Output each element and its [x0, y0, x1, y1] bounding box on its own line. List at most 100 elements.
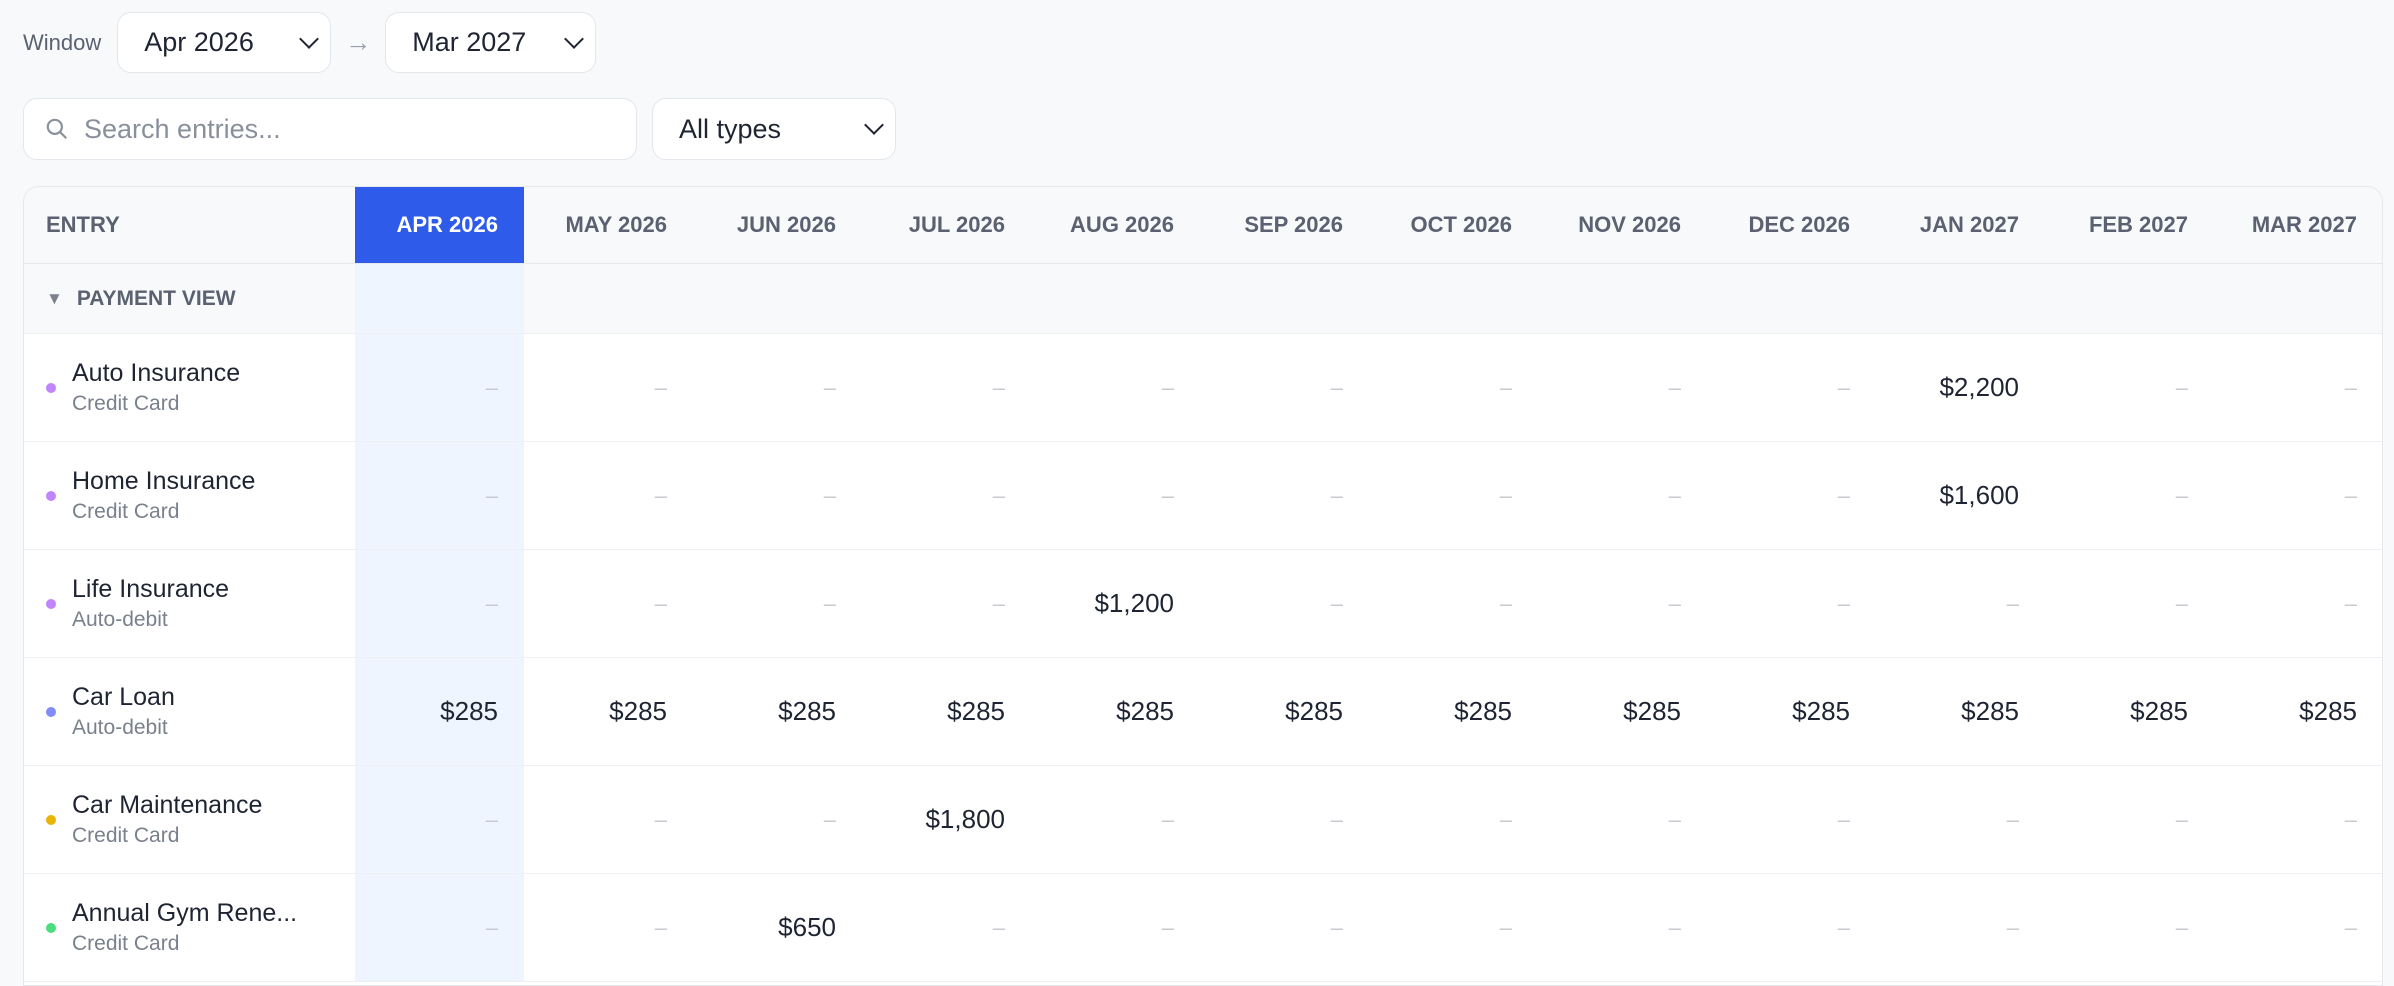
amount-cell[interactable]: – — [524, 550, 693, 657]
empty-value: – — [823, 374, 836, 400]
amount-cell[interactable]: – — [1707, 874, 1876, 981]
month-header[interactable]: MAR 2027 — [2251, 212, 2357, 237]
search-box[interactable] — [23, 98, 637, 160]
amount-value: $285 — [2130, 696, 2188, 726]
month-header[interactable]: DEC 2026 — [1748, 212, 1850, 237]
amount-cell[interactable]: – — [1200, 442, 1369, 549]
search-input[interactable] — [84, 113, 604, 145]
amount-cell[interactable]: $285 — [2045, 658, 2214, 765]
amount-cell[interactable]: – — [355, 334, 524, 441]
month-header[interactable]: OCT 2026 — [1410, 212, 1513, 237]
amount-cell[interactable]: – — [1031, 442, 1200, 549]
table-row[interactable]: Car Loan Auto-debit $285 $285 $285 $285 $285 $2… — [24, 658, 2382, 766]
amount-cell[interactable]: – — [1538, 334, 1707, 441]
amount-cell[interactable]: – — [1369, 442, 1538, 549]
type-filter-select[interactable]: All types — [652, 98, 896, 160]
amount-cell[interactable]: – — [862, 334, 1031, 441]
amount-cell[interactable]: – — [1707, 442, 1876, 549]
start-month-select[interactable]: Apr 2026 — [117, 12, 332, 73]
amount-cell[interactable]: – — [2214, 766, 2382, 873]
table-row[interactable]: Life Insurance Auto-debit – – – – $1,200 – – – – – –… — [24, 550, 2382, 658]
amount-cell[interactable]: $285 — [2214, 658, 2382, 765]
amount-cell[interactable]: – — [2214, 550, 2382, 657]
amount-cell[interactable]: – — [2045, 874, 2214, 981]
amount-cell[interactable]: – — [1200, 874, 1369, 981]
amount-cell[interactable]: – — [693, 766, 862, 873]
amount-cell[interactable]: $285 — [524, 658, 693, 765]
amount-cell[interactable]: $285 — [1200, 658, 1369, 765]
end-month-select[interactable]: Mar 2027 — [385, 12, 597, 73]
amount-cell[interactable]: – — [1200, 550, 1369, 657]
amount-cell[interactable]: – — [2045, 550, 2214, 657]
table-row[interactable]: Home Insurance Credit Card – – – – – – – – – $1,600… — [24, 442, 2382, 550]
amount-cell[interactable]: – — [355, 550, 524, 657]
amount-cell[interactable]: $285 — [1538, 658, 1707, 765]
month-header[interactable]: APR 2026 — [355, 187, 524, 263]
month-header[interactable]: SEP 2026 — [1244, 212, 1343, 237]
amount-value: $285 — [1454, 696, 1512, 726]
amount-cell[interactable]: – — [524, 766, 693, 873]
amount-cell[interactable]: – — [1707, 550, 1876, 657]
table-row[interactable]: Auto Insurance Credit Card – – – – – – – – – $2,200… — [24, 334, 2382, 442]
month-header[interactable]: JAN 2027 — [1919, 212, 2019, 237]
month-header[interactable]: FEB 2027 — [2088, 212, 2188, 237]
amount-cell[interactable]: $285 — [1876, 658, 2045, 765]
amount-cell[interactable]: – — [1538, 874, 1707, 981]
group-row-payment-view[interactable]: ▼ PAYMENT VIEW — [24, 264, 2382, 334]
amount-cell[interactable]: – — [2045, 442, 2214, 549]
amount-cell[interactable]: – — [355, 766, 524, 873]
amount-cell[interactable]: – — [355, 442, 524, 549]
amount-cell[interactable]: – — [1031, 766, 1200, 873]
amount-cell[interactable]: – — [1200, 766, 1369, 873]
amount-cell[interactable]: – — [1707, 766, 1876, 873]
amount-cell[interactable]: – — [1538, 766, 1707, 873]
amount-cell[interactable]: – — [2214, 334, 2382, 441]
amount-cell[interactable]: – — [524, 874, 693, 981]
amount-cell[interactable]: – — [693, 334, 862, 441]
amount-cell[interactable]: – — [1369, 550, 1538, 657]
amount-cell[interactable]: – — [1369, 874, 1538, 981]
month-header[interactable]: JUN 2026 — [736, 212, 836, 237]
amount-cell[interactable]: – — [862, 550, 1031, 657]
amount-cell[interactable]: $1,800 — [862, 766, 1031, 873]
amount-cell[interactable]: – — [1876, 874, 2045, 981]
amount-cell[interactable]: $2,200 — [1876, 334, 2045, 441]
amount-cell[interactable]: $285 — [1031, 658, 1200, 765]
month-header[interactable]: JUL 2026 — [908, 212, 1005, 237]
amount-cell[interactable]: – — [1369, 334, 1538, 441]
amount-cell[interactable]: $285 — [862, 658, 1031, 765]
amount-cell[interactable]: – — [1031, 874, 1200, 981]
amount-cell[interactable]: – — [862, 442, 1031, 549]
amount-cell[interactable]: – — [1876, 550, 2045, 657]
amount-cell[interactable]: – — [2045, 334, 2214, 441]
amount-cell[interactable]: – — [1876, 766, 2045, 873]
amount-cell[interactable]: $1,600 — [1876, 442, 2045, 549]
amount-cell[interactable]: – — [1538, 550, 1707, 657]
empty-value: – — [485, 590, 498, 616]
amount-cell[interactable]: $285 — [1707, 658, 1876, 765]
amount-cell[interactable]: – — [862, 874, 1031, 981]
amount-cell[interactable]: $285 — [1369, 658, 1538, 765]
amount-cell[interactable]: $285 — [355, 658, 524, 765]
amount-cell[interactable]: – — [693, 550, 862, 657]
amount-cell[interactable]: – — [2214, 442, 2382, 549]
month-header[interactable]: MAY 2026 — [565, 212, 667, 237]
amount-cell[interactable]: – — [524, 334, 693, 441]
amount-cell[interactable]: $1,200 — [1031, 550, 1200, 657]
amount-cell[interactable]: $285 — [693, 658, 862, 765]
table-row[interactable]: Car Maintenance Credit Card – – – $1,800 – – – – –… — [24, 766, 2382, 874]
table-row[interactable]: Annual Gym Rene... Credit Card – – $650 – – – – –… — [24, 874, 2382, 982]
amount-cell[interactable]: – — [2045, 766, 2214, 873]
amount-cell[interactable]: – — [693, 442, 862, 549]
amount-cell[interactable]: – — [355, 874, 524, 981]
month-header[interactable]: AUG 2026 — [1070, 212, 1174, 237]
amount-cell[interactable]: – — [1538, 442, 1707, 549]
amount-cell[interactable]: – — [524, 442, 693, 549]
amount-cell[interactable]: – — [1707, 334, 1876, 441]
amount-cell[interactable]: $650 — [693, 874, 862, 981]
amount-cell[interactable]: – — [2214, 874, 2382, 981]
amount-cell[interactable]: – — [1031, 334, 1200, 441]
amount-cell[interactable]: – — [1369, 766, 1538, 873]
month-header[interactable]: NOV 2026 — [1578, 212, 1681, 237]
amount-cell[interactable]: – — [1200, 334, 1369, 441]
